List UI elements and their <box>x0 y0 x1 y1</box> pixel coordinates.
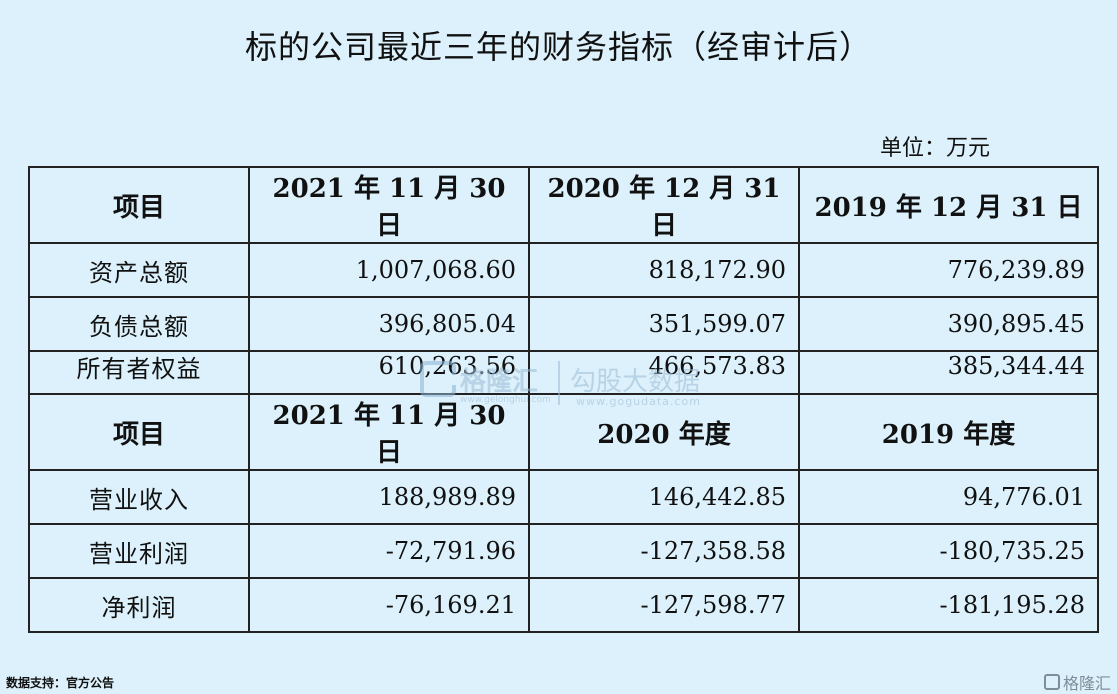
row-label: 所有者权益 <box>28 339 250 395</box>
value-cell: -181,195.28 <box>798 577 1099 633</box>
table-row: 资产总额 1,007,068.60 818,172.90 776,239.89 <box>28 242 1099 298</box>
value-cell: -127,358.58 <box>528 523 800 579</box>
corner-brand: 格隆汇 <box>1043 670 1111 694</box>
corner-brand-label: 格隆汇 <box>1062 674 1111 693</box>
header-cell: 2019 年度 <box>798 393 1099 471</box>
value-cell: 818,172.90 <box>528 242 800 298</box>
value-cell: -180,735.25 <box>798 523 1099 579</box>
header-cell: 2020 年 12 月 31 日 <box>528 166 800 244</box>
header-cell: 2021 年 11 月 30 日 <box>248 393 530 471</box>
unit-label: 单位：万元 <box>880 136 991 161</box>
gelonghui-logo-icon <box>1043 674 1060 690</box>
source-note: 数据支持：官方公告 <box>6 676 115 690</box>
table-row: 所有者权益 610,263.56 466,573.83 385,344.44 <box>28 339 1099 395</box>
header-cell: 2020 年度 <box>528 393 800 471</box>
header-cell: 项目 <box>28 393 250 471</box>
table-header-row: 项目 2021 年 11 月 30 日 2020 年度 2019 年度 <box>28 393 1099 471</box>
value-cell: 776,239.89 <box>798 242 1099 298</box>
value-cell: 188,989.89 <box>248 469 530 525</box>
income-table: 所有者权益 610,263.56 466,573.83 385,344.44 项… <box>28 339 1099 633</box>
page-title: 标的公司最近三年的财务指标（经审计后） <box>244 28 872 66</box>
value-cell: 385,344.44 <box>798 339 1099 395</box>
table-row: 营业收入 188,989.89 146,442.85 94,776.01 <box>28 469 1099 525</box>
header-cell: 项目 <box>28 166 250 244</box>
header-cell: 2021 年 11 月 30 日 <box>248 166 530 244</box>
row-label: 资产总额 <box>28 242 250 298</box>
table-row: 净利润 -76,169.21 -127,598.77 -181,195.28 <box>28 577 1099 633</box>
value-cell: 146,442.85 <box>528 469 800 525</box>
value-cell: 466,573.83 <box>528 339 800 395</box>
value-cell: -76,169.21 <box>248 577 530 633</box>
balance-table: 项目 2021 年 11 月 30 日 2020 年 12 月 31 日 201… <box>28 166 1099 352</box>
table-row: 营业利润 -72,791.96 -127,358.58 -180,735.25 <box>28 523 1099 579</box>
row-label: 净利润 <box>28 577 250 633</box>
value-cell: 610,263.56 <box>248 339 530 395</box>
value-cell: 94,776.01 <box>798 469 1099 525</box>
row-label: 营业利润 <box>28 523 250 579</box>
table-header-row: 项目 2021 年 11 月 30 日 2020 年 12 月 31 日 201… <box>28 166 1099 244</box>
value-cell: 1,007,068.60 <box>248 242 530 298</box>
value-cell: -127,598.77 <box>528 577 800 633</box>
header-cell: 2019 年 12 月 31 日 <box>798 166 1099 244</box>
value-cell: -72,791.96 <box>248 523 530 579</box>
row-label: 营业收入 <box>28 469 250 525</box>
